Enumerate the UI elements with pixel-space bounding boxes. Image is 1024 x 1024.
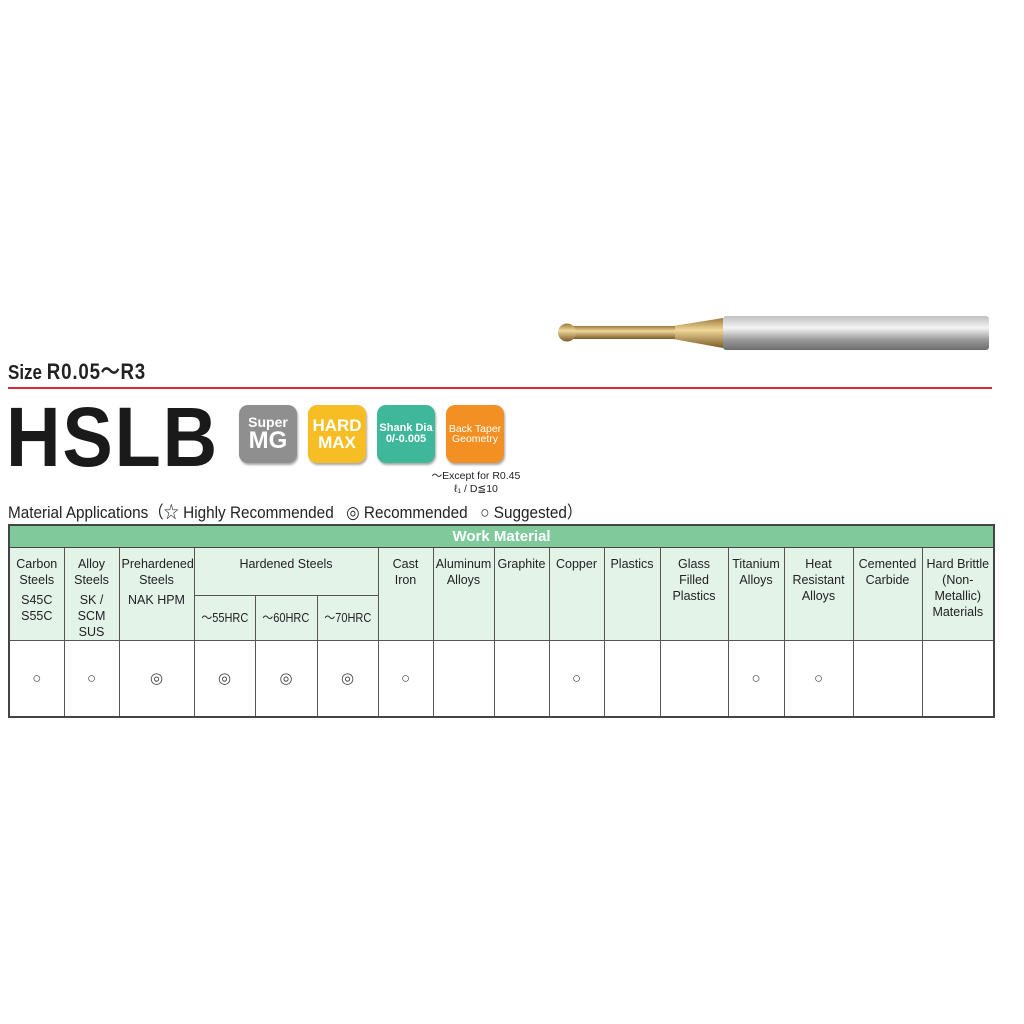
suitability-mark: ○ [727, 640, 785, 718]
column-label: Carbon Steels [16, 557, 58, 587]
suitability-mark: ◎ [193, 640, 256, 718]
suitability-mark: ○ [548, 640, 605, 718]
column-label: ～70HRC [323, 610, 372, 625]
suitability-mark [921, 640, 995, 718]
product-title: HSLB [6, 390, 220, 484]
column-header-1: Alloy Steels SK / SCM SUS [63, 547, 120, 641]
note-line: ℓ₁ / D≦10 [454, 483, 498, 495]
suitability-mark [659, 640, 729, 718]
badge-line: HARD [312, 416, 362, 435]
size-value: R0.05～R3 [46, 359, 147, 384]
suitability-mark: ○ [783, 640, 854, 718]
size-range: Size R0.05～R3 [8, 354, 146, 386]
hardened-steels-header: Hardened Steels [193, 547, 379, 596]
column-label: Graphite [497, 557, 546, 571]
column-header-2: Prehardened Steels NAK HPM [118, 547, 195, 641]
column-header-9: Copper [548, 547, 605, 641]
badge-line: Shank Dia [379, 422, 433, 434]
suitability-mark: ◎ [118, 640, 195, 718]
column-sublabel: S45C S55C [21, 593, 53, 623]
column-header-6: Cast Iron [377, 547, 434, 641]
legend-suggested: ○ Suggested） [480, 503, 583, 522]
super-mg-badge: Super MG [239, 405, 297, 463]
column-header-3: ～55HRC [193, 594, 256, 642]
back-taper-badge: Back Taper Geometry [446, 405, 504, 463]
column-label: Alloy Steels [74, 557, 109, 587]
column-header-7: Aluminum Alloys [432, 547, 495, 641]
column-label: ～55HRC [200, 610, 249, 625]
column-header-10: Plastics [603, 547, 661, 641]
size-label: Size [8, 362, 43, 384]
column-label: Aluminum Alloys [435, 557, 492, 587]
note-line: ～Except for R0.45 [431, 470, 521, 482]
column-header-13: Heat Resistant Alloys [783, 547, 854, 641]
badge-line: Geometry [451, 433, 499, 445]
badge-line: Super [248, 414, 288, 430]
column-header-8: Graphite [493, 547, 550, 641]
column-label: ～60HRC [262, 610, 310, 625]
work-material-table: Work Material Carbon Steels S45C S55C Allo… [8, 524, 996, 718]
hard-max-badge: HARD MAX [308, 405, 366, 463]
column-label: Heat Resistant Alloys [792, 557, 845, 603]
badge-note: ～Except for R0.45 ℓ₁ / D≦10 [430, 470, 522, 496]
suitability-mark: ◎ [254, 640, 318, 718]
column-sublabel: NAK HPM [128, 593, 185, 607]
badge-line: MG [248, 427, 288, 454]
column-header-0: Carbon Steels S45C S55C [8, 547, 65, 641]
column-header-5: ～70HRC [316, 594, 379, 642]
legend-highly: ☆ Highly Recommended [163, 503, 334, 522]
column-header-12: Titanium Alloys [727, 547, 785, 641]
suitability-mark [432, 640, 495, 718]
suitability-mark: ○ [8, 640, 65, 718]
column-header-11: Glass Filled Plastics [659, 547, 729, 641]
divider-line [8, 387, 992, 389]
legend-title: Material Applications（ [8, 503, 164, 522]
column-header-14: Cemented Carbide [852, 547, 923, 641]
work-material-header: Work Material [8, 524, 995, 548]
legend-recommended: ◎ Recommended [346, 503, 468, 522]
suitability-mark [603, 640, 661, 718]
badge-line: 0/-0.005 [385, 433, 427, 445]
column-label: Plastics [610, 557, 654, 571]
badge-line: Back Taper [448, 422, 502, 435]
suitability-mark: ○ [63, 640, 120, 718]
suitability-mark [852, 640, 923, 718]
column-header-4: ～60HRC [254, 594, 318, 642]
suitability-mark: ○ [377, 640, 434, 718]
column-label: Titanium Alloys [732, 557, 780, 587]
shank-dia-badge: Shank Dia 0/-0.005 [377, 405, 435, 463]
badge-line: MAX [318, 433, 356, 452]
column-label: Prehardened Steels [121, 557, 194, 587]
end-mill-image [558, 316, 989, 350]
suitability-mark: ◎ [316, 640, 379, 718]
column-label: Cemented Carbide [858, 557, 917, 587]
suitability-mark [493, 640, 550, 718]
column-label: Copper [556, 557, 597, 571]
column-label: Hard Brittle (Non-Metallic) Materials [926, 557, 990, 619]
column-sublabel: SK / SCM SUS [77, 593, 106, 639]
column-label: Glass Filled Plastics [672, 557, 716, 603]
material-legend: Material Applications（☆ Highly Recommend… [8, 498, 595, 523]
column-label: Cast Iron [392, 557, 419, 587]
column-header-15: Hard Brittle (Non-Metallic) Materials [921, 547, 995, 641]
